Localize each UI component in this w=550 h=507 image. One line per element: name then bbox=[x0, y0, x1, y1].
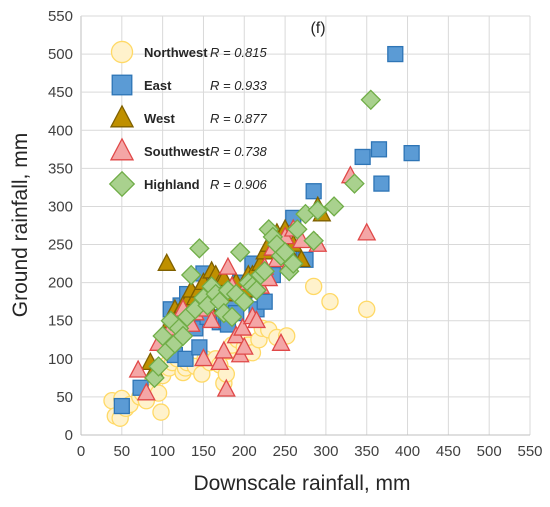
y-tick-label: 350 bbox=[48, 160, 73, 177]
y-tick-label: 200 bbox=[48, 275, 73, 292]
southwest-point bbox=[234, 336, 254, 355]
y-tick-label: 300 bbox=[48, 198, 73, 215]
legend-marker-west bbox=[109, 104, 135, 128]
southwest-point bbox=[218, 256, 238, 275]
x-axis-title: Downscale rainfall, mm bbox=[193, 472, 410, 495]
east-point bbox=[354, 148, 371, 166]
x-tick-label: 50 bbox=[113, 443, 130, 460]
y-tick-label: 500 bbox=[48, 46, 73, 63]
x-tick-label: 300 bbox=[313, 443, 338, 460]
highland-point bbox=[246, 279, 267, 301]
highland-point bbox=[282, 253, 304, 274]
northwest-point bbox=[304, 277, 323, 296]
southwest-point bbox=[233, 317, 253, 336]
x-tick-label: 250 bbox=[273, 443, 298, 460]
y-tick-label: 250 bbox=[48, 237, 73, 254]
panel-label: (f) bbox=[310, 20, 325, 37]
highland-point bbox=[360, 89, 382, 111]
southwest-point bbox=[210, 351, 230, 371]
northwest-point bbox=[358, 300, 376, 319]
legend: Northwest R = 0.815 East R = 0.933 West R = 0… bbox=[108, 40, 268, 198]
y-axis-title: Ground rainfall, mm bbox=[9, 133, 32, 317]
x-tick-label: 200 bbox=[232, 443, 257, 460]
highland-point bbox=[148, 356, 169, 377]
northwest-point bbox=[321, 292, 339, 311]
legend-marker-southwest bbox=[109, 137, 135, 161]
y-tick-label: 100 bbox=[48, 351, 73, 368]
x-tick-label: 500 bbox=[477, 443, 502, 460]
y-tick-label: 0 bbox=[65, 427, 73, 444]
east-point bbox=[113, 397, 130, 415]
southwest-point bbox=[193, 348, 213, 367]
legend-r-east: R = 0.933 bbox=[210, 78, 268, 93]
legend-label-northwest: Northwest bbox=[144, 45, 208, 60]
west-point bbox=[157, 252, 177, 271]
highland-point bbox=[229, 241, 251, 263]
southwest-point bbox=[271, 332, 291, 351]
highland-point bbox=[144, 367, 165, 389]
southwest-point bbox=[214, 340, 234, 359]
east-point bbox=[177, 350, 194, 367]
northwest-point bbox=[152, 403, 170, 421]
southwest-point bbox=[136, 382, 156, 401]
legend-r-southwest: R = 0.738 bbox=[210, 144, 268, 159]
highland-point bbox=[254, 260, 275, 282]
southwest-point bbox=[246, 310, 267, 329]
highland-point bbox=[233, 291, 255, 312]
x-tick-label: 400 bbox=[395, 443, 420, 460]
data-points bbox=[103, 45, 420, 427]
y-tick-label: 150 bbox=[48, 313, 73, 330]
y-tick-label: 550 bbox=[48, 8, 73, 25]
highland-point bbox=[344, 173, 365, 194]
tick-labels: 0 50 100 150 200 250 300 350 400 450 500 550 0 50 100 1… bbox=[48, 8, 543, 460]
legend-r-highland: R = 0.906 bbox=[210, 177, 268, 192]
highland-point bbox=[189, 238, 210, 259]
highland-point bbox=[180, 264, 202, 286]
legend-marker-highland bbox=[108, 170, 136, 198]
legend-r-northwest: R = 0.815 bbox=[210, 45, 268, 60]
east-point bbox=[373, 175, 390, 192]
legend-marker-east bbox=[111, 74, 133, 96]
x-tick-label: 450 bbox=[436, 443, 461, 460]
y-tick-label: 400 bbox=[48, 122, 73, 139]
east-point bbox=[256, 293, 273, 310]
southwest-point bbox=[202, 310, 222, 329]
legend-marker-northwest bbox=[110, 40, 134, 64]
highland-point bbox=[221, 306, 243, 328]
legend-label-east: East bbox=[144, 78, 172, 93]
east-point bbox=[387, 45, 404, 63]
x-tick-label: 550 bbox=[517, 443, 542, 460]
highland-point bbox=[287, 219, 308, 240]
southwest-point bbox=[128, 359, 148, 378]
legend-label-southwest: Southwest bbox=[144, 144, 210, 159]
highland-point bbox=[323, 196, 345, 217]
east-point bbox=[370, 141, 388, 158]
southwest-point bbox=[216, 378, 236, 397]
southwest-point bbox=[357, 222, 377, 241]
legend-r-west: R = 0.877 bbox=[210, 111, 268, 126]
x-tick-label: 350 bbox=[354, 443, 379, 460]
x-tick-label: 100 bbox=[150, 443, 175, 460]
legend-label-west: West bbox=[144, 111, 175, 126]
highland-point bbox=[303, 230, 324, 252]
highland-point bbox=[172, 325, 194, 347]
legend-label-highland: Highland bbox=[144, 177, 200, 192]
y-tick-label: 450 bbox=[48, 84, 73, 101]
highland-point bbox=[307, 199, 329, 221]
east-point bbox=[305, 183, 322, 200]
x-tick-label: 0 bbox=[77, 443, 85, 460]
x-tick-label: 150 bbox=[191, 443, 216, 460]
y-tick-label: 50 bbox=[56, 389, 73, 406]
east-point bbox=[403, 145, 420, 162]
